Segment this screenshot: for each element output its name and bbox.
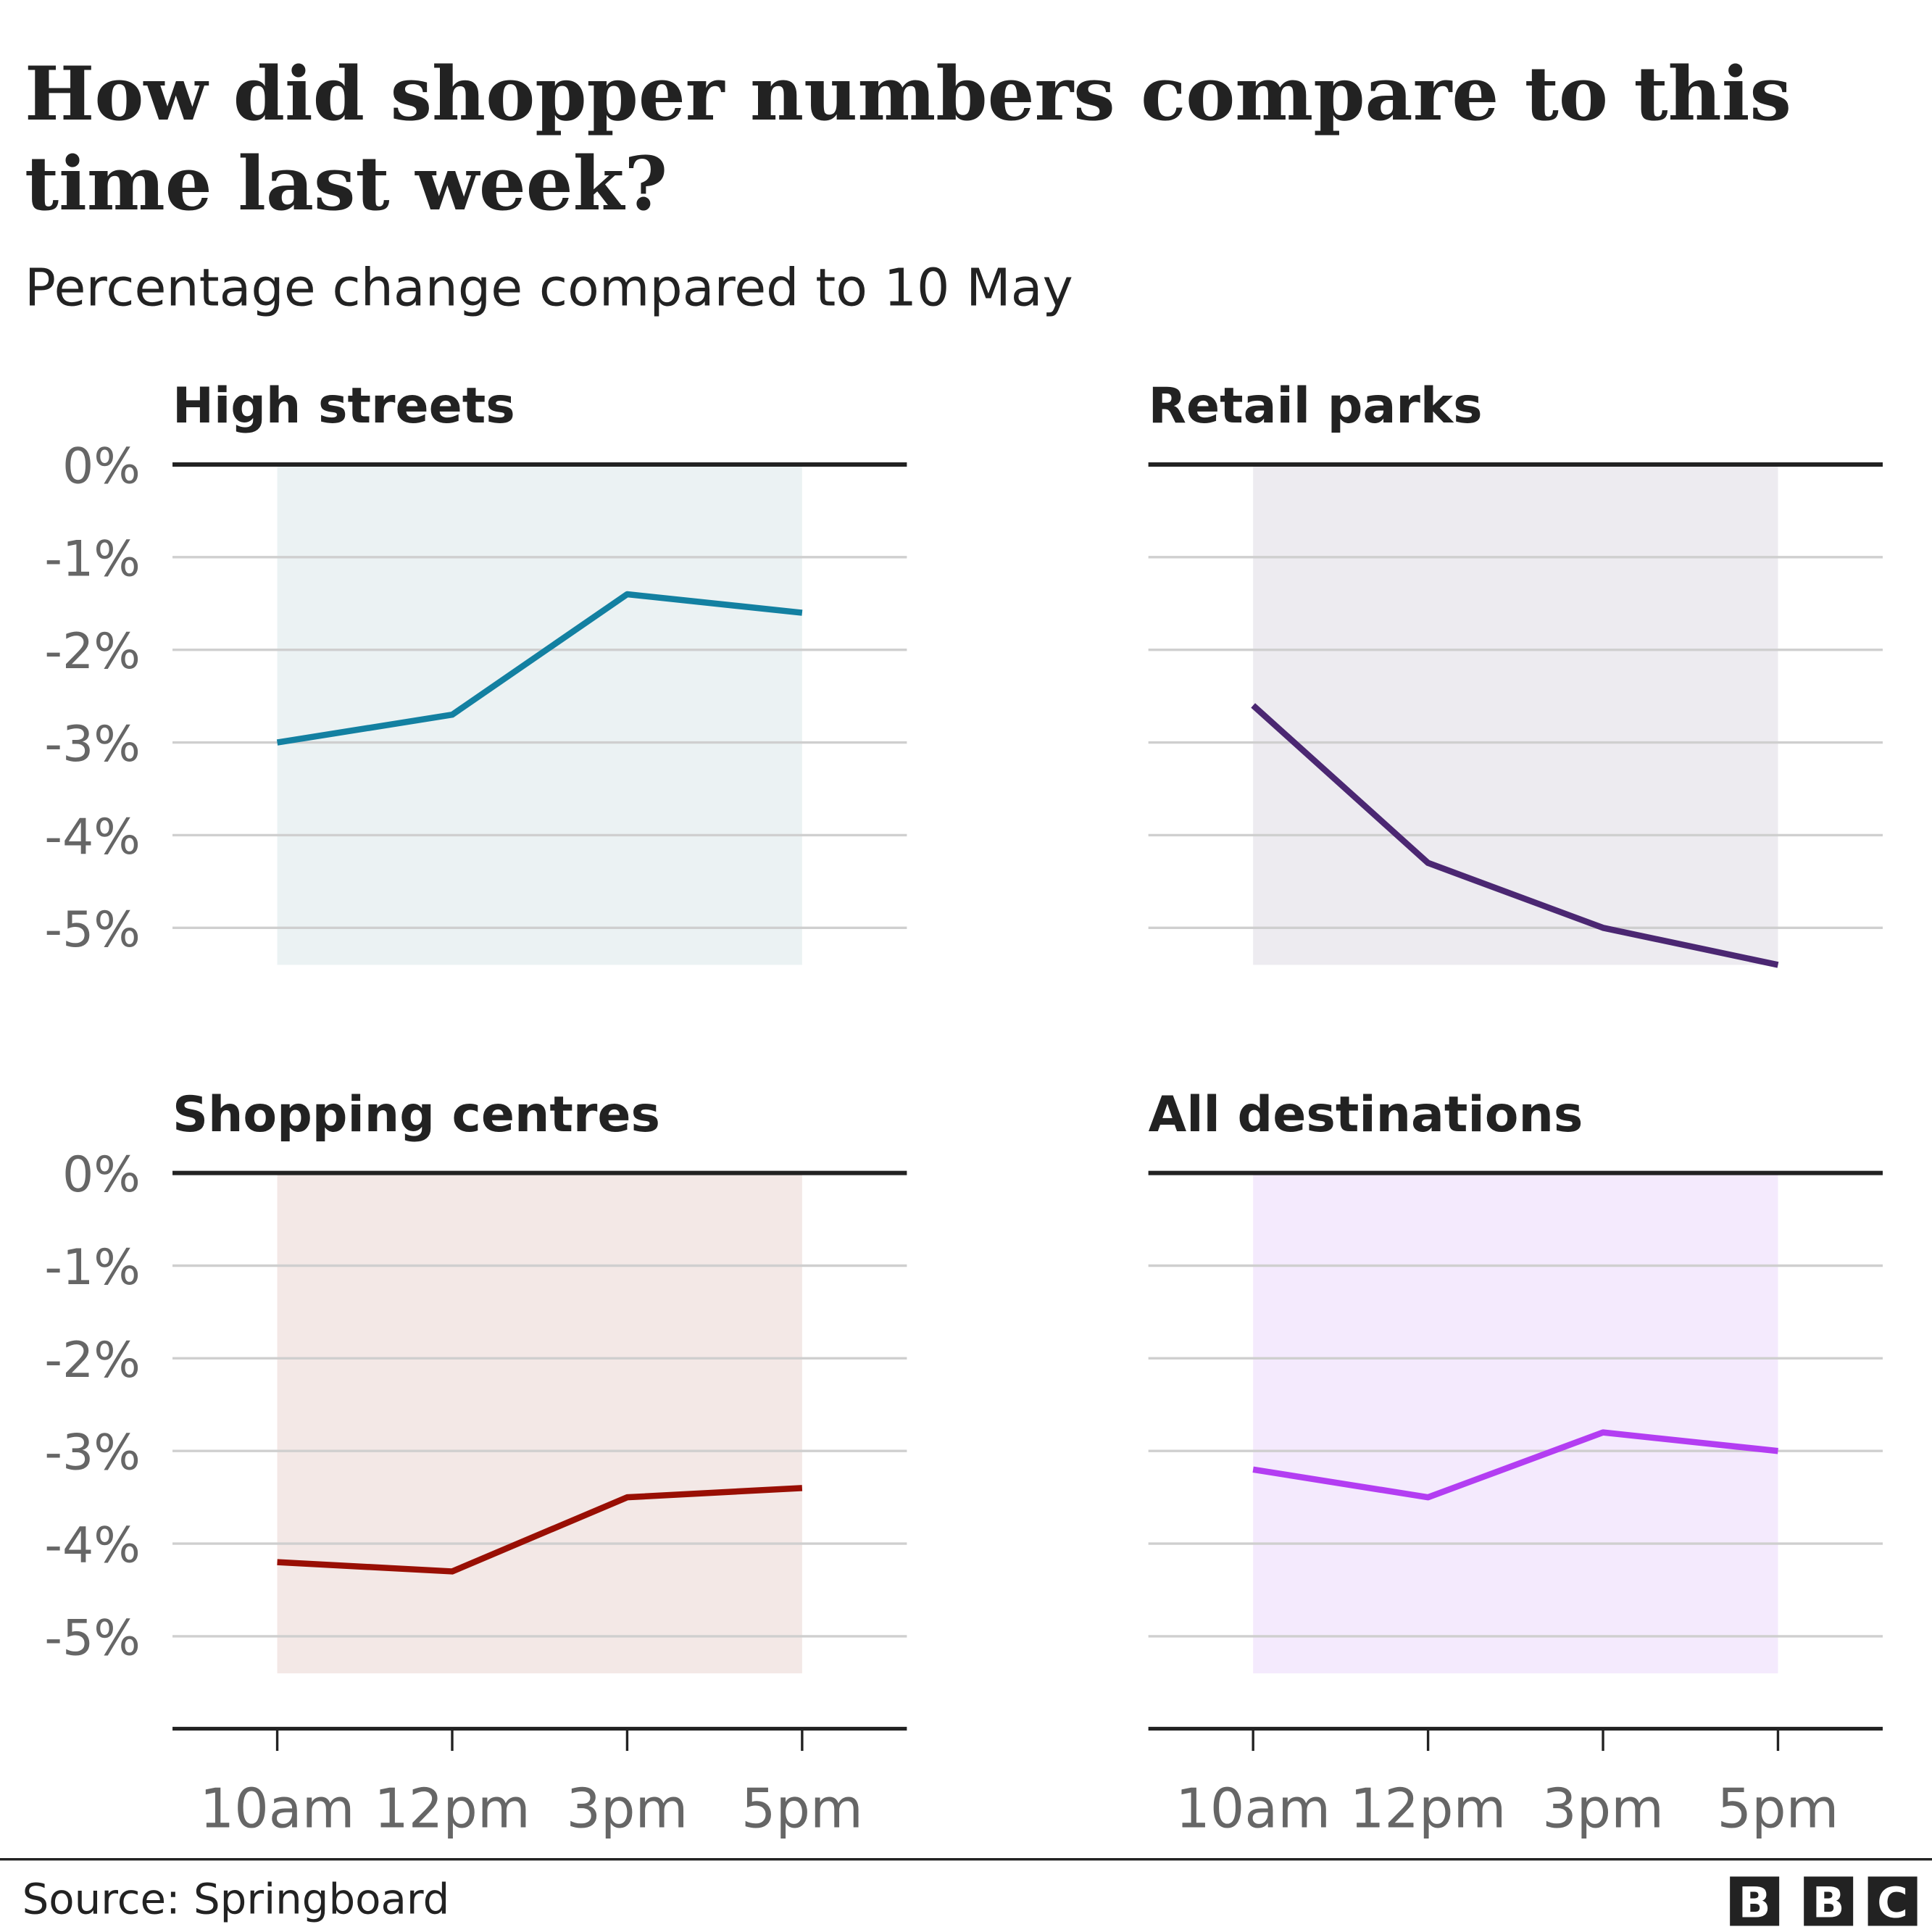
svg-text:B: B <box>1812 1878 1844 1928</box>
panel-all-destinations: All destinations 10am 12pm 3pm 5pm <box>1148 1086 1883 1840</box>
svg-text:C: C <box>1877 1878 1907 1928</box>
y-tick-label: -5% <box>44 1610 140 1667</box>
x-tick-label: 5pm <box>1717 1777 1839 1840</box>
panel-title: Retail parks <box>1149 378 1483 435</box>
bbc-logo: B B C <box>1730 1876 1918 1928</box>
x-tick-label: 5pm <box>741 1777 863 1840</box>
chart-title-line-2: time last week? <box>25 141 667 228</box>
panel-title: High streets <box>172 378 515 435</box>
y-tick-label: -4% <box>44 809 140 866</box>
series-line <box>1252 1429 1778 1501</box>
shaded-area <box>1253 1173 1778 1674</box>
y-tick-label: 0% <box>62 1146 141 1204</box>
source-note: Source: Springboard <box>22 1874 450 1923</box>
series-line <box>1251 703 1779 968</box>
shaded-area <box>277 464 802 965</box>
panel-retail-parks: Retail parks <box>1148 378 1883 968</box>
x-tick-label: 3pm <box>566 1777 688 1840</box>
x-tick-label: 3pm <box>1542 1777 1664 1840</box>
y-tick-label: -3% <box>44 1425 140 1482</box>
x-tick-label: 10am <box>200 1777 355 1840</box>
svg-text:B: B <box>1739 1878 1770 1928</box>
panels: High streets 0% -1% -2% -3% -4% -5% Retail park… <box>44 378 1883 1840</box>
series-line <box>277 1485 803 1575</box>
y-tick-label: -1% <box>44 530 140 588</box>
y-tick-label: -4% <box>44 1517 140 1575</box>
x-tick-label: 12pm <box>374 1777 530 1840</box>
shaded-area <box>277 1173 802 1674</box>
y-tick-label: -3% <box>44 716 140 773</box>
chart-title-line-1: How did shopper numbers compare to this <box>25 51 1791 138</box>
panel-high-streets: High streets 0% -1% -2% -3% -4% -5% <box>44 378 907 965</box>
x-tick-label: 10am <box>1175 1777 1331 1840</box>
series-line <box>276 591 803 746</box>
y-tick-label: -5% <box>44 902 140 959</box>
y-tick-label: -2% <box>44 623 140 680</box>
panel-shopping-centres: Shopping centres 0% -1% -2% -3% -4% -5% 10am 12p… <box>44 1086 907 1840</box>
shaded-area <box>1253 464 1778 965</box>
x-tick-label: 12pm <box>1350 1777 1507 1840</box>
chart-subtitle: Percentage change compared to 10 May <box>25 258 1073 318</box>
panel-title: Shopping centres <box>172 1086 660 1144</box>
y-tick-label: -2% <box>44 1332 140 1389</box>
y-tick-label: 0% <box>62 438 141 496</box>
y-tick-label: -1% <box>44 1239 140 1296</box>
panel-title: All destinations <box>1149 1086 1583 1144</box>
